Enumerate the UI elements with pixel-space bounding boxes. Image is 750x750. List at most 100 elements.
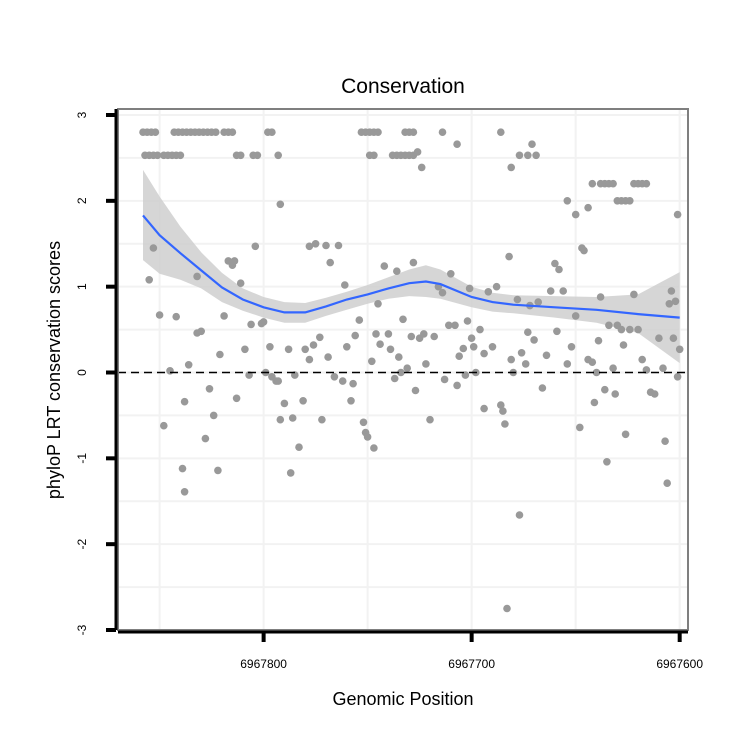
data-point — [205, 385, 214, 393]
data-point — [538, 384, 547, 392]
y-tick-label: 1 — [75, 283, 89, 290]
data-point — [507, 355, 515, 364]
data-point — [571, 312, 580, 320]
data-point — [501, 420, 509, 428]
data-point — [311, 240, 320, 248]
data-point — [438, 288, 447, 297]
y-tick-label: 2 — [75, 197, 89, 204]
data-point — [438, 128, 447, 136]
data-point — [309, 341, 318, 349]
data-point — [505, 252, 513, 261]
y-tick-label: -1 — [75, 453, 89, 464]
data-point — [659, 364, 667, 373]
data-point — [590, 398, 599, 407]
data-point — [492, 282, 501, 291]
data-point — [534, 298, 542, 306]
data-point — [517, 349, 526, 357]
data-point — [251, 242, 260, 251]
plot-area — [117, 108, 689, 631]
y-axis: -3 -2 -1 0 1 2 3 — [75, 109, 118, 635]
data-point — [467, 334, 476, 343]
data-point — [376, 340, 384, 349]
data-point — [145, 276, 153, 284]
data-point — [214, 466, 222, 475]
data-point — [553, 327, 561, 336]
data-point — [480, 404, 488, 413]
data-point — [669, 334, 678, 343]
data-point — [417, 163, 426, 172]
data-point — [480, 349, 488, 358]
data-point — [426, 415, 434, 424]
data-point — [363, 433, 372, 441]
data-point — [253, 151, 262, 160]
data-point — [563, 360, 572, 368]
data-point — [513, 295, 522, 304]
y-tick-label: 3 — [75, 111, 89, 118]
data-point — [341, 281, 349, 289]
data-point — [422, 360, 430, 368]
data-point — [484, 288, 493, 296]
data-point — [318, 415, 326, 424]
data-point — [650, 390, 659, 398]
data-point — [407, 332, 416, 341]
data-point — [605, 321, 613, 330]
data-point — [176, 151, 185, 160]
data-point — [665, 300, 674, 308]
data-point — [626, 325, 634, 334]
data-point — [567, 343, 576, 351]
data-point — [507, 163, 515, 172]
data-point — [663, 479, 671, 488]
data-point — [305, 355, 314, 364]
data-point — [390, 374, 399, 383]
data-point — [284, 345, 293, 354]
data-point — [149, 244, 158, 252]
data-point — [276, 200, 285, 209]
data-point — [542, 351, 551, 360]
data-point — [374, 128, 382, 136]
data-point — [399, 315, 407, 324]
data-point — [299, 397, 307, 405]
data-point — [209, 411, 218, 420]
data-point — [555, 265, 563, 274]
data-point — [395, 353, 403, 361]
data-point — [155, 311, 164, 319]
x-axis: 6967800 6967700 6967600 — [118, 630, 703, 671]
y-axis-title: phyloP LRT conservation scores — [44, 241, 64, 499]
data-point — [580, 246, 588, 255]
data-point — [634, 325, 642, 334]
data-point — [409, 258, 418, 267]
data-point — [619, 341, 628, 349]
data-point — [326, 258, 335, 267]
data-point — [236, 279, 245, 288]
data-point — [655, 334, 663, 343]
data-point — [403, 364, 412, 373]
data-point — [160, 421, 168, 430]
data-point — [286, 469, 295, 477]
data-point — [503, 604, 511, 613]
x-tick-label: 6967600 — [656, 657, 703, 671]
data-point — [551, 259, 559, 268]
data-point — [430, 332, 439, 341]
data-point — [499, 407, 507, 415]
data-point — [409, 128, 418, 136]
data-point — [661, 437, 669, 446]
data-point — [546, 287, 555, 295]
confidence-band — [143, 169, 680, 364]
data-point — [220, 312, 228, 320]
data-point — [295, 443, 303, 452]
data-point — [216, 350, 224, 359]
data-point — [673, 210, 682, 219]
data-point — [236, 151, 245, 160]
data-point — [334, 241, 343, 250]
data-point — [241, 345, 249, 354]
data-point — [621, 430, 630, 439]
data-point — [488, 343, 497, 351]
data-point — [288, 414, 297, 422]
data-point — [349, 379, 357, 388]
data-point — [393, 267, 401, 276]
data-point — [347, 397, 355, 405]
data-point — [440, 375, 449, 384]
data-point — [594, 336, 603, 345]
data-point — [166, 367, 174, 375]
data-point — [232, 394, 241, 403]
